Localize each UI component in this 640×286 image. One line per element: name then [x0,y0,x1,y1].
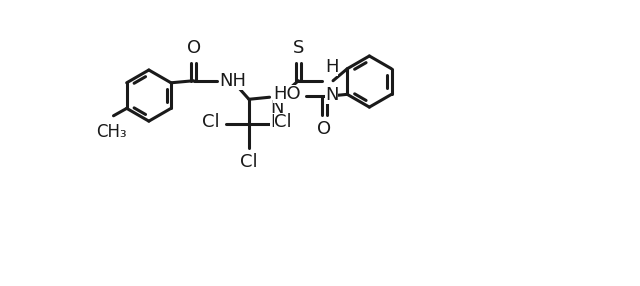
Text: O: O [317,120,332,138]
Text: HO: HO [273,85,301,103]
Text: O: O [187,39,201,57]
Text: S: S [292,39,304,57]
Text: Cl: Cl [202,113,220,131]
Text: NH: NH [220,72,246,90]
Text: H: H [325,58,339,76]
Text: CH₃: CH₃ [96,123,127,141]
Text: Cl: Cl [240,153,258,171]
Text: Cl: Cl [274,113,291,131]
Text: N: N [270,99,284,117]
Text: N: N [325,86,339,104]
Text: H: H [270,113,284,131]
